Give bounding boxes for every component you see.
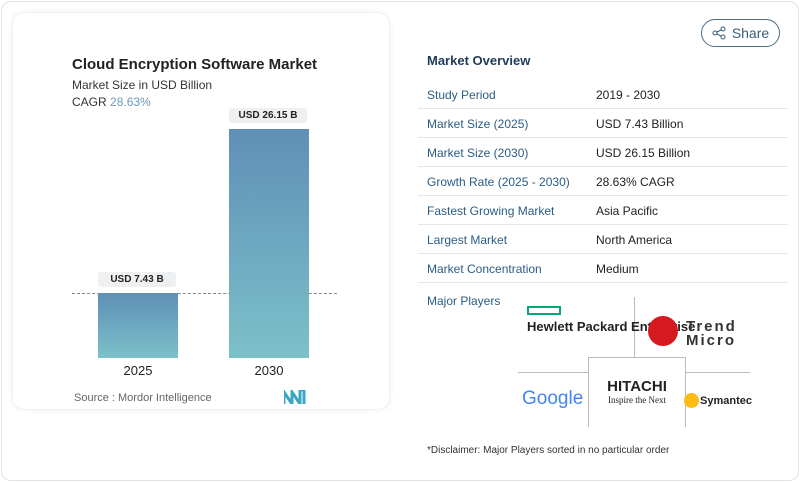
overview-row: Market Size (2030) USD 26.15 Billion xyxy=(418,138,788,167)
row-value: USD 26.15 Billion xyxy=(596,146,691,160)
symantec-check-icon xyxy=(684,393,699,408)
data-label: USD 26.15 B xyxy=(229,108,307,123)
chart-title: Cloud Encryption Software Market xyxy=(72,56,318,73)
row-value: 28.63% CAGR xyxy=(596,175,675,189)
x-tick-label: 2030 xyxy=(254,363,284,378)
divider xyxy=(634,297,635,357)
row-value: Asia Pacific xyxy=(596,204,659,218)
overview-row: Fastest Growing Market Asia Pacific xyxy=(418,196,788,225)
row-label: Market Size (2025) xyxy=(427,117,529,131)
cagr: CAGR 28.63% xyxy=(72,95,151,109)
row-label: Market Concentration xyxy=(427,262,542,276)
trend-micro-logo-icon xyxy=(648,316,678,346)
player-symantec: Symantec xyxy=(700,395,752,407)
share-icon xyxy=(712,26,726,40)
player-google: Google xyxy=(522,388,584,409)
overview-row: Market Size (2025) USD 7.43 Billion xyxy=(418,109,788,138)
row-value: USD 7.43 Billion xyxy=(596,117,684,131)
overview-row: Largest Market North America xyxy=(418,225,788,254)
bar-2030 xyxy=(229,129,309,358)
row-value: 2019 - 2030 xyxy=(596,88,661,102)
x-tick-label: 2025 xyxy=(123,363,153,378)
overview-row: Growth Rate (2025 - 2030) 28.63% CAGR xyxy=(418,167,788,196)
disclaimer: *Disclaimer: Major Players sorted in no … xyxy=(427,445,670,456)
player-hitachi: Hitachi xyxy=(607,378,667,395)
row-label: Fastest Growing Market xyxy=(427,204,555,218)
chart-panel xyxy=(12,12,390,410)
share-button[interactable]: Share xyxy=(701,19,780,47)
overview-row: Market Concentration Medium xyxy=(418,254,788,283)
row-label: Largest Market xyxy=(427,233,508,247)
row-label: Market Size (2030) xyxy=(427,146,529,160)
row-value: Medium xyxy=(596,262,639,276)
cagr-label: CAGR xyxy=(72,95,107,109)
player-trend-micro: Trend Micro xyxy=(686,318,737,349)
row-value: North America xyxy=(596,233,673,247)
data-label: USD 7.43 B xyxy=(98,271,176,287)
source: Source : Mordor Intelligence xyxy=(74,392,212,404)
overview-title: Market Overview xyxy=(427,53,531,68)
reference-line xyxy=(72,293,337,294)
chart-subtitle: Market Size in USD Billion xyxy=(72,78,213,92)
major-players-label: Major Players xyxy=(427,294,501,308)
cagr-value: 28.63% xyxy=(110,95,151,109)
bar-2025 xyxy=(98,292,178,358)
overview-row: Study Period 2019 - 2030 xyxy=(418,80,788,109)
row-label: Growth Rate (2025 - 2030) xyxy=(427,175,570,189)
row-label: Study Period xyxy=(427,88,496,102)
hpe-logo-icon xyxy=(527,306,561,315)
mordor-logo-icon xyxy=(284,390,306,404)
share-label: Share xyxy=(731,25,770,41)
hitachi-box xyxy=(588,357,686,427)
